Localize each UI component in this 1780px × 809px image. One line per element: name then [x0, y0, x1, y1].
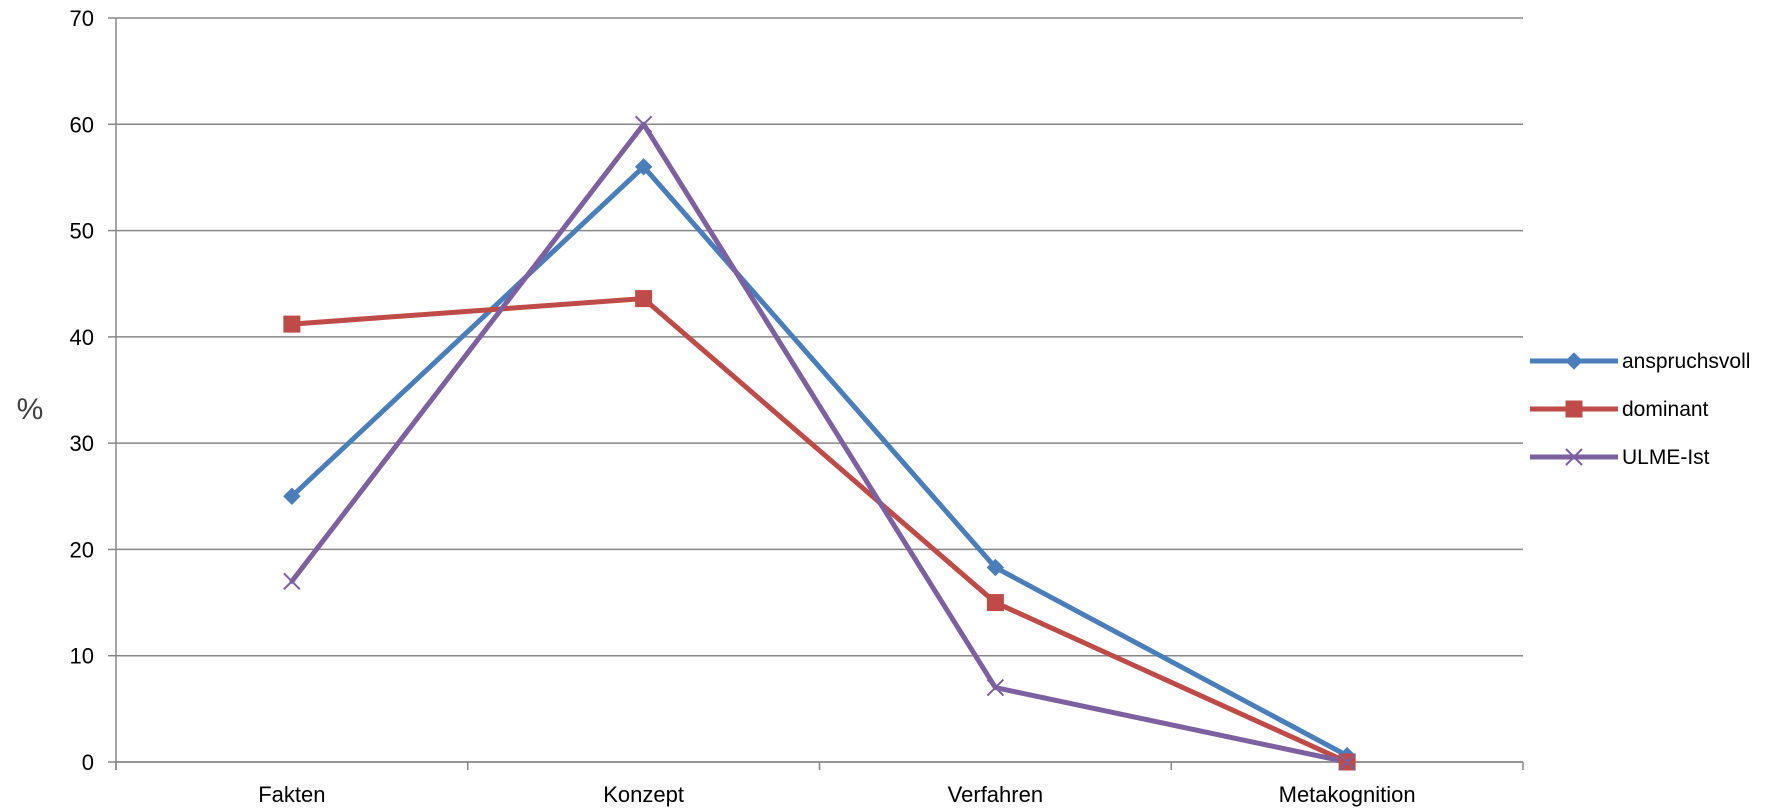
legend-item: anspruchsvoll [1530, 350, 1750, 373]
data-point-square [283, 315, 301, 333]
legend-label: ULME-Ist [1622, 446, 1710, 469]
y-tick-label: 30 [70, 431, 94, 456]
series-lines [289, 121, 1350, 765]
legend: anspruchsvoll dominant ULME-Ist [1530, 350, 1750, 469]
data-point-x [283, 572, 301, 591]
series-markers [283, 115, 1356, 771]
series-line-anspruchsvoll [289, 164, 1350, 759]
y-tick-label: 50 [70, 219, 94, 244]
data-point-x [986, 678, 1005, 697]
y-axis-title: % [17, 393, 44, 426]
data-point-x [1338, 753, 1356, 771]
x-tick-label: Metakognition [1279, 782, 1416, 807]
data-point-diamond [1565, 352, 1583, 370]
x-tick-label: Konzept [603, 782, 684, 807]
data-point-square [986, 594, 1004, 612]
y-tick-label: 10 [70, 644, 94, 669]
gridlines [116, 17, 1523, 763]
y-tick-label: 40 [70, 325, 94, 350]
axes: 0 10 20 30 40 50 60 70 Fakten Konzept Verfahren Met… [70, 6, 1524, 807]
data-point-diamond [283, 487, 301, 505]
legend-item: ULME-Ist [1530, 446, 1710, 469]
data-point-square [635, 290, 653, 308]
y-tick-label: 60 [70, 112, 94, 137]
legend-label: anspruchsvoll [1622, 350, 1750, 373]
data-point-x [1565, 448, 1583, 466]
legend-item: dominant [1530, 398, 1709, 421]
y-tick-label: 0 [82, 750, 94, 775]
series-line-ulme-ist [289, 121, 1350, 765]
y-tick-label: 20 [70, 537, 94, 562]
y-tick-label: 70 [70, 6, 94, 31]
series-line-dominant [289, 296, 1350, 765]
data-point-diamond [634, 158, 653, 176]
legend-label: dominant [1622, 398, 1709, 421]
data-point-x [634, 115, 653, 133]
x-tick-label: Fakten [258, 782, 325, 807]
data-point-square [1565, 400, 1583, 418]
x-tick-label: Verfahren [948, 782, 1043, 807]
data-point-diamond [986, 558, 1005, 577]
